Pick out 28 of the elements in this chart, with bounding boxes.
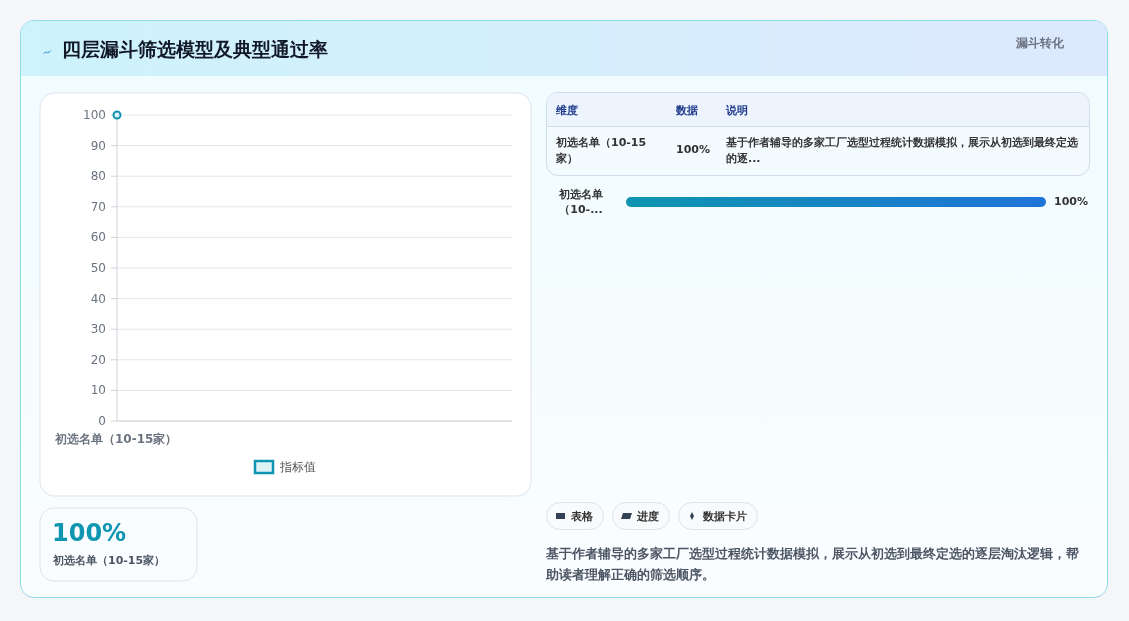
y-tick-label: 10 — [90, 383, 106, 398]
y-tick-label: 40 — [90, 291, 106, 306]
y-tick-label: 20 — [90, 352, 106, 367]
legend-label: 指标值 — [279, 460, 316, 474]
text: 表格 — [546, 502, 604, 530]
text: 说明 — [726, 103, 748, 118]
text: 进度 — [612, 502, 670, 530]
text: 四层漏斗筛选模型及典型通过率 — [62, 37, 328, 62]
text: 初选名单（10-15家） — [556, 135, 648, 167]
data-label: 100% — [1054, 195, 1088, 208]
text: 数据 — [676, 103, 698, 118]
y-tick-label: 60 — [90, 230, 106, 245]
y-tick-label: 30 — [90, 322, 106, 337]
y-tick-label: 100 — [83, 108, 106, 122]
text: 初选名单（10-15家） — [53, 553, 166, 568]
text: 100% — [676, 143, 710, 156]
text: 数据卡片 — [678, 502, 758, 530]
text: 基于作者辅导的多家工厂选型过程统计数据模拟，展示从初选到最终定选的逐层淘汰逻辑，帮助读者理解正确的筛选顺序。 — [546, 545, 1080, 584]
y-tick-label: 80 — [90, 169, 106, 184]
text: 100% — [52, 519, 127, 547]
y-tick-label: 0 — [98, 414, 106, 428]
y-tick-label: 90 — [90, 138, 106, 153]
y-tick-label: 初选名单（10-... — [558, 187, 604, 217]
text: 维度 — [556, 103, 578, 118]
chart-title: 漏斗转化 — [1016, 35, 1064, 52]
y-tick-label: 50 — [90, 261, 106, 275]
text: 基于作者辅导的多家工厂选型过程统计数据模拟，展示从初选到最终定选的逐... — [726, 135, 1079, 167]
y-tick-label: 70 — [90, 199, 106, 214]
